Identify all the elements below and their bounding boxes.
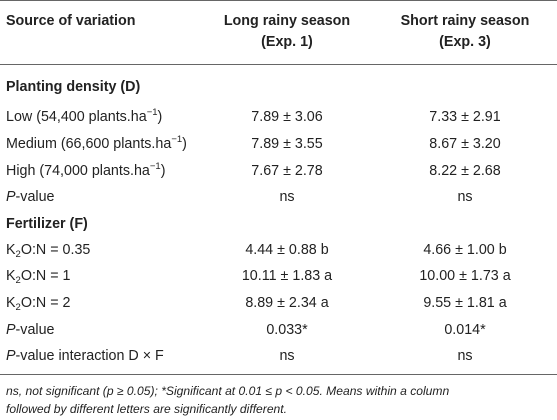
row-label-k2o-0-35: K2O:N = 0.35 [6,242,91,260]
footnote-line-2: followed by different letters are signif… [6,401,287,416]
row-label-high-density: High (74,000 plants.ha−1) [6,161,166,179]
row-label-medium-density: Medium (66,600 plants.ha−1) [6,134,187,152]
header-long-rainy-season: Long rainy season [223,13,351,29]
row-label-low-density: Low (54,400 plants.ha−1) [6,107,163,125]
section-title-planting-density: Planting density (D) [6,79,141,95]
header-source-of-variation: Source of variation [6,13,136,29]
cell-density-pvalue-exp1: ns [279,189,295,205]
cell-low-exp1: 7.89 ± 3.06 [251,109,323,125]
row-label-k2o-2: K2O:N = 2 [6,295,71,313]
cell-high-exp1: 7.67 ± 2.78 [251,163,323,179]
row-label-fertilizer-pvalue: P-value [6,322,55,338]
cell-k2o-0-35-exp1: 4.44 ± 0.88 b [245,242,329,258]
cell-k2o-0-35-exp3: 4.66 ± 1.00 b [423,242,507,258]
header-short-rainy-season: Short rainy season [400,13,530,29]
header-bottom-rule [0,64,557,65]
cell-k2o-2-exp1: 8.89 ± 2.34 a [245,295,329,311]
cell-k2o-1-exp1: 10.11 ± 1.83 a [241,268,333,284]
cell-fertilizer-pvalue-exp1: 0.033* [266,322,308,338]
row-label-k2o-1: K2O:N = 1 [6,268,71,286]
cell-fertilizer-pvalue-exp3: 0.014* [444,322,486,338]
cell-k2o-1-exp3: 10.00 ± 1.73 a [419,268,511,284]
header-exp1: (Exp. 1) [261,34,313,50]
cell-interaction-exp1: ns [279,348,295,364]
row-label-density-pvalue: P-value [6,189,55,205]
table-footnote: ns, not significant (p ≥ 0.05); *Signifi… [6,383,554,418]
footnote-line-1: ns, not significant (p ≥ 0.05); *Signifi… [6,384,450,398]
cell-high-exp3: 8.22 ± 2.68 [429,163,501,179]
section-title-fertilizer: Fertilizer (F) [6,216,88,232]
cell-interaction-exp3: ns [457,348,473,364]
cell-low-exp3: 7.33 ± 2.91 [429,109,501,125]
cell-k2o-2-exp3: 9.55 ± 1.81 a [423,295,507,311]
cell-medium-exp3: 8.67 ± 3.20 [429,136,501,152]
header-exp3: (Exp. 3) [439,34,491,50]
cell-medium-exp1: 7.89 ± 3.55 [251,136,323,152]
cell-density-pvalue-exp3: ns [457,189,473,205]
table-top-rule [0,0,557,1]
table-bottom-rule [0,374,557,375]
row-label-interaction-pvalue: P-value interaction D × F [6,348,164,364]
